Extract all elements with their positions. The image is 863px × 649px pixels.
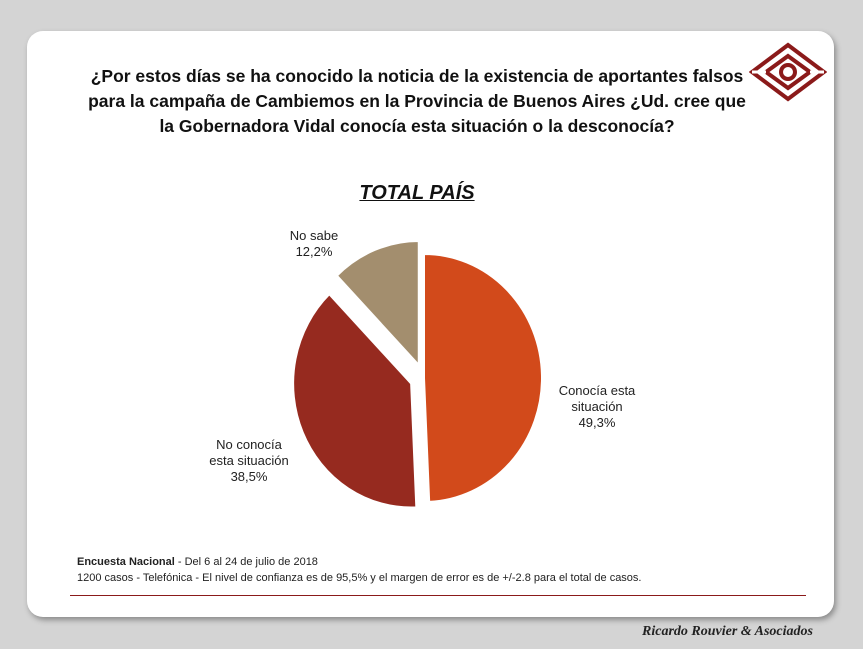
slide-card: ¿Por estos días se ha conocido la notici… [27,31,834,617]
brand-name: Ricardo Rouvier & Asociados [642,624,813,639]
survey-line-1: Encuesta Nacional - Del 6 al 24 de julio… [77,554,642,570]
survey-note: Encuesta Nacional - Del 6 al 24 de julio… [77,554,642,586]
survey-dates: - Del 6 al 24 de julio de 2018 [174,556,318,568]
rouvier-logo-icon [749,42,827,102]
pie-slice [292,292,418,509]
survey-details: 1200 casos - Telefónica - El nivel de co… [77,572,642,584]
chart-subtitle: TOTAL PAÍS [359,182,475,204]
question-title: ¿Por estos días se ha conocido la notici… [88,66,746,136]
footer-divider [70,595,806,596]
slice-label: Conocía esta situación 49,3% [559,383,636,430]
pie-chart: Conocía esta situación 49,3% No conocía esta… [209,228,636,509]
survey-name: Encuesta Nacional [77,556,175,568]
pie-slice [335,240,420,368]
pie-slice [423,252,543,503]
slice-label: No sabe 12,2% [290,228,338,259]
slice-label: No conocía esta situación 38,5% [209,437,289,484]
